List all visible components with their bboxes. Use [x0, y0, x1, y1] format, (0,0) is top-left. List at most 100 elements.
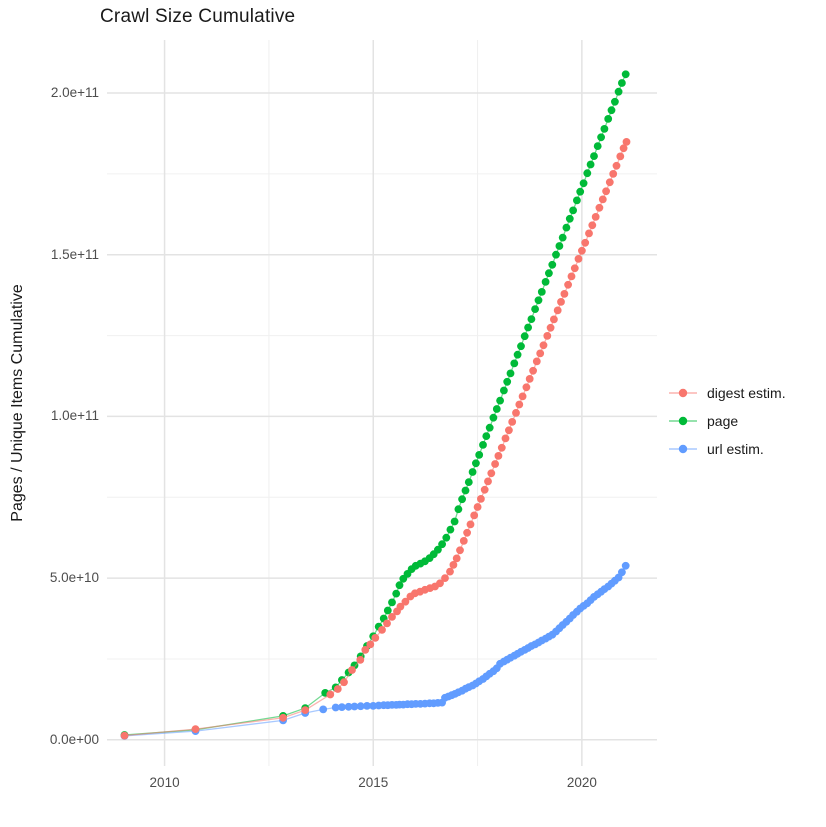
series-page-point	[446, 525, 455, 534]
series-digest-estim-point	[591, 213, 600, 221]
series-digest-estim-point	[463, 528, 471, 537]
series-page-point	[579, 179, 588, 188]
series-digest-estim-point	[595, 203, 604, 212]
series-page-point	[468, 468, 477, 476]
y-tick-label-1e11: 1.0e+11	[50, 408, 99, 424]
series-digest-estim-point	[598, 195, 607, 204]
series-digest-estim-point	[609, 170, 618, 178]
series-page-point	[614, 87, 623, 96]
series-page-point	[479, 441, 487, 449]
series-digest-estim-point	[487, 469, 496, 478]
legend-key-page-icon	[669, 416, 697, 426]
series-digest-estim-point	[578, 246, 586, 255]
series-digest-estim-point	[619, 144, 628, 153]
series-page-point	[458, 495, 466, 504]
series-digest-estim-point	[494, 452, 503, 460]
series-digest-estim-point	[567, 272, 576, 281]
series-page-point	[607, 106, 616, 115]
series-digest-estim-point	[446, 567, 454, 576]
series-url-estim-point	[338, 703, 346, 711]
series-digest-estim-point	[557, 298, 565, 306]
series-digest-estim-point	[501, 434, 510, 443]
x-tick-label-2020: 2020	[566, 775, 597, 790]
series-digest-estim-point	[622, 138, 631, 146]
y-tick-label-0e00: 0.0e+00	[49, 731, 99, 747]
y-axis-title: Pages / Unique Items Cumulative	[9, 284, 26, 522]
legend-label-digest-estim: digest estim.	[707, 385, 786, 401]
series-page-point	[510, 359, 519, 368]
legend-item-digest-estim: digest estim.	[668, 379, 786, 407]
series-digest-estim-point	[497, 443, 506, 452]
legend-item-url-estim: url estim.	[668, 435, 786, 463]
series-page-point	[475, 451, 484, 459]
series-page-point	[513, 350, 522, 359]
series-digest-estim-point	[505, 426, 513, 435]
series-page-point	[434, 545, 442, 554]
chart-title: Crawl Size Cumulative	[100, 6, 296, 27]
series-page-point	[611, 97, 619, 106]
legend-key-url-estim-icon	[669, 444, 697, 454]
series-url-estim-point	[319, 705, 328, 714]
series-digest-estim-point	[436, 579, 444, 588]
series-digest-estim-point	[301, 706, 310, 714]
series-url-estim-point	[350, 702, 359, 711]
series-digest-estim-point	[525, 375, 534, 383]
series-page-point	[464, 478, 473, 486]
series-digest-estim-point	[605, 178, 614, 187]
series-digest-estim-point	[518, 392, 527, 401]
series-digest-estim-point	[550, 315, 558, 324]
series-page-point	[442, 533, 451, 542]
series-digest-estim-point	[452, 554, 461, 563]
series-digest-estim-point	[616, 152, 625, 161]
series-page-point	[604, 115, 613, 123]
series-digest-estim-point	[560, 290, 569, 298]
series-digest-estim-point	[477, 495, 485, 503]
series-page-point	[496, 396, 504, 405]
legend: digest estim. page url estim.	[668, 379, 786, 463]
series-page-point	[597, 133, 605, 142]
series-page-point	[534, 296, 543, 305]
legend-label-url-estim: url estim.	[707, 441, 764, 457]
series-digest-estim-point	[532, 357, 541, 366]
series-digest-estim-point	[456, 546, 464, 555]
y-tick-label-5e10: 5.0e+10	[49, 570, 99, 586]
legend-label-page: page	[707, 413, 739, 429]
y-tick-label-15e11: 1.5e+11	[50, 246, 99, 262]
series-digest-estim-point	[539, 341, 548, 350]
y-tick-label-2e11: 2.0e+11	[50, 85, 99, 101]
series-page-point	[454, 505, 463, 514]
series-page-point	[503, 377, 512, 386]
series-digest-estim-point	[378, 626, 386, 634]
series-page-point	[485, 423, 494, 432]
series-page-point	[565, 214, 574, 223]
series-digest-estim-point	[564, 280, 572, 289]
series-digest-estim-point	[543, 332, 552, 340]
series-digest-estim-point	[508, 418, 517, 426]
series-page-point	[438, 540, 446, 549]
series-digest-estim-point	[396, 602, 405, 611]
series-digest-estim-point	[348, 666, 356, 674]
series-digest-estim-point	[536, 349, 545, 358]
legend-item-page: page	[668, 407, 786, 435]
series-page-point	[527, 315, 536, 323]
series-digest-estim-point	[356, 656, 365, 664]
series-page-point	[531, 305, 539, 313]
series-page-point	[618, 79, 626, 87]
series-digest-estim-point	[515, 400, 524, 409]
series-page-point	[482, 432, 491, 440]
series-digest-estim-point	[366, 640, 375, 649]
series-page-point	[555, 242, 564, 250]
series-digest-estim-point	[466, 520, 475, 529]
series-digest-estim-point	[371, 634, 380, 642]
series-page-point	[573, 196, 581, 205]
series-digest-estim-point	[333, 685, 342, 693]
series-url-estim-point	[331, 703, 340, 712]
series-page-point	[600, 124, 609, 133]
series-digest-estim-line	[124, 141, 628, 737]
series-digest-estim-point	[441, 574, 449, 582]
series-page-point	[492, 405, 501, 413]
series-digest-estim-point	[401, 597, 410, 606]
series-url-estim-point	[356, 702, 365, 711]
